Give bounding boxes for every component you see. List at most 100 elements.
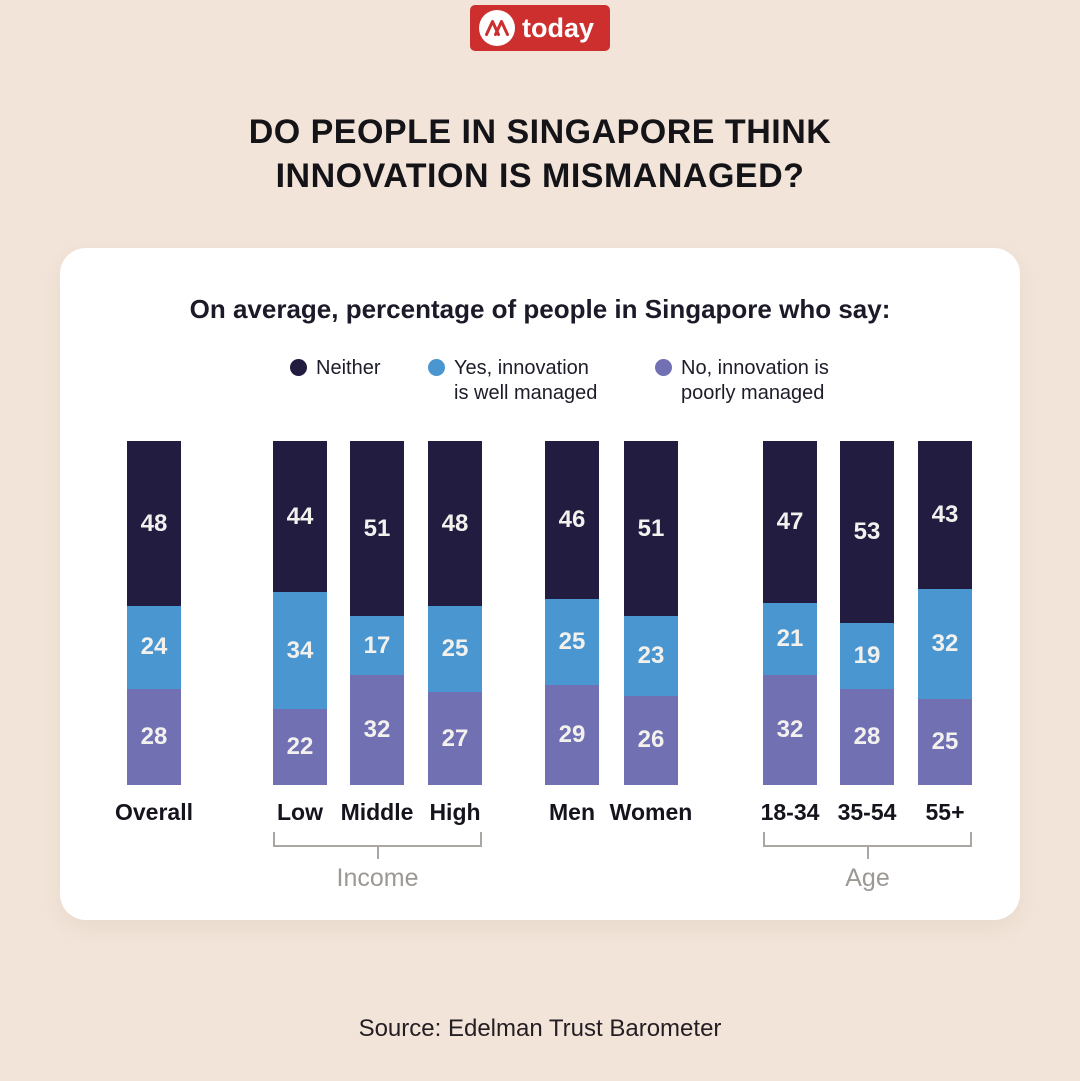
bar-18-34: 47 21 32	[763, 441, 817, 785]
bar-segment-yes-innovation-is-well-managed: 23	[624, 616, 678, 696]
page-title-line2: INNOVATION IS MISMANAGED?	[275, 157, 805, 195]
bar-segment-yes-innovation-is-well-managed: 24	[127, 606, 181, 689]
bracket-tick-center	[376, 847, 379, 859]
group-label-income: Income	[336, 864, 419, 892]
logo-brand-text: today	[522, 13, 595, 43]
bar-segment-yes-innovation-is-well-managed: 25	[428, 606, 482, 693]
bracket-tick-left	[763, 832, 765, 845]
bar-segment-neither: 47	[763, 441, 817, 603]
source-caption: Source: Edelman Trust Barometer	[358, 1015, 722, 1042]
legend-dot-icon	[655, 359, 672, 376]
bar-middle: 51 17 32	[350, 441, 404, 785]
bar-low: 44 34 22	[273, 441, 327, 785]
bar-value: 34	[286, 636, 314, 664]
bar-label-high: High	[429, 799, 481, 825]
bar-value: 19	[853, 641, 881, 669]
bracket-hline	[273, 845, 482, 847]
bar-value: 43	[931, 500, 959, 528]
bar-label-low: Low	[277, 799, 323, 825]
bar-55: 43 32 25	[918, 441, 972, 785]
bar-label-men: Men	[549, 799, 595, 825]
bar-value: 22	[286, 733, 314, 761]
bar-segment-yes-innovation-is-well-managed: 19	[840, 623, 894, 689]
bar-segment-neither: 51	[624, 441, 678, 617]
bar-35-54: 53 19 28	[840, 441, 894, 785]
bar-segment-no-innovation-is-poorly-managed: 29	[545, 685, 599, 785]
bar-value: 23	[637, 641, 665, 669]
legend-item-no-innovation-is-poorly-managed: No, innovation is poorly managed	[655, 356, 829, 406]
bar-segment-no-innovation-is-poorly-managed: 28	[127, 688, 181, 785]
bar-value: 29	[558, 721, 586, 749]
legend-item-neither: Neither	[290, 356, 380, 381]
legend-label: No, innovation is poorly managed	[681, 357, 829, 404]
bar-value: 44	[286, 502, 314, 530]
bar-segment-yes-innovation-is-well-managed: 25	[545, 599, 599, 686]
bar-segment-neither: 51	[350, 441, 404, 617]
page-title-line1: DO PEOPLE IN SINGAPORE THINK	[248, 113, 832, 151]
bar-men: 46 25 29	[545, 441, 599, 785]
bar-value: 25	[558, 628, 586, 656]
bracket-hline	[763, 845, 972, 847]
bar-high: 48 25 27	[428, 441, 482, 785]
bar-value: 46	[558, 506, 586, 534]
bar-segment-yes-innovation-is-well-managed: 32	[918, 588, 972, 699]
bar-value: 32	[776, 715, 804, 743]
bar-value: 32	[363, 715, 391, 743]
bar-label-55: 55+	[925, 799, 965, 825]
bracket-tick-right	[970, 832, 972, 845]
bar-label-overall: Overall	[115, 799, 193, 825]
bar-segment-neither: 46	[545, 441, 599, 600]
bar-value: 21	[776, 624, 804, 652]
bar-value: 17	[363, 631, 391, 659]
bar-women: 51 23 26	[624, 441, 678, 785]
chart-area: 48 24 28 Overall 44 34 22 Low 51 17 32 Middle 48 25 27…	[60, 248, 1020, 920]
bar-segment-neither: 44	[273, 441, 327, 593]
bar-value: 51	[363, 514, 391, 542]
bar-value: 25	[441, 635, 469, 663]
bar-label-middle: Middle	[340, 799, 414, 825]
legend-dot-icon	[428, 359, 445, 376]
bar-value: 47	[776, 507, 804, 535]
bar-segment-no-innovation-is-poorly-managed: 28	[840, 688, 894, 785]
legend-item-yes-innovation-is-well-managed: Yes, innovation is well managed	[428, 356, 597, 406]
bar-value: 26	[637, 726, 665, 754]
bar-segment-yes-innovation-is-well-managed: 17	[350, 616, 404, 675]
group-bracket-age: Age	[763, 832, 972, 902]
bar-value: 28	[140, 722, 168, 750]
bar-segment-yes-innovation-is-well-managed: 34	[273, 592, 327, 710]
bar-segment-neither: 53	[840, 441, 894, 624]
bar-label-18-34: 18-34	[760, 799, 820, 825]
bar-label-women: Women	[609, 799, 693, 825]
bar-segment-no-innovation-is-poorly-managed: 26	[624, 695, 678, 785]
bar-segment-no-innovation-is-poorly-managed: 22	[273, 709, 327, 785]
bar-segment-no-innovation-is-poorly-managed: 27	[428, 692, 482, 785]
bar-value: 53	[853, 518, 881, 546]
bar-segment-neither: 48	[127, 441, 181, 607]
bar-value: 51	[637, 514, 665, 542]
bar-label-35-54: 35-54	[837, 799, 897, 825]
bracket-tick-left	[273, 832, 275, 845]
group-bracket-income: Income	[273, 832, 482, 902]
bar-overall: 48 24 28	[127, 441, 181, 785]
group-label-age: Age	[845, 864, 890, 892]
bar-segment-yes-innovation-is-well-managed: 21	[763, 602, 817, 675]
mediacorp-m-icon	[479, 10, 515, 46]
bracket-tick-right	[480, 832, 482, 845]
bar-value: 24	[140, 633, 168, 661]
bracket-tick-center	[866, 847, 869, 859]
page-title: DO PEOPLE IN SINGAPORE THINK INNOVATION I…	[0, 110, 1080, 198]
bar-segment-neither: 48	[428, 441, 482, 607]
bar-value: 32	[931, 629, 959, 657]
chart-title: On average, percentage of people in Sing…	[189, 294, 891, 324]
legend-dot-icon	[290, 359, 307, 376]
bar-value: 28	[853, 722, 881, 750]
bar-value: 48	[441, 509, 469, 537]
legend-label: Neither	[316, 357, 381, 379]
bar-segment-neither: 43	[918, 441, 972, 589]
bar-segment-no-innovation-is-poorly-managed: 32	[763, 674, 817, 785]
legend-label: Yes, innovation is well managed	[454, 357, 598, 404]
bar-value: 48	[140, 509, 168, 537]
bar-segment-no-innovation-is-poorly-managed: 25	[918, 698, 972, 785]
bar-segment-no-innovation-is-poorly-managed: 32	[350, 674, 404, 785]
bar-value: 27	[441, 724, 469, 752]
